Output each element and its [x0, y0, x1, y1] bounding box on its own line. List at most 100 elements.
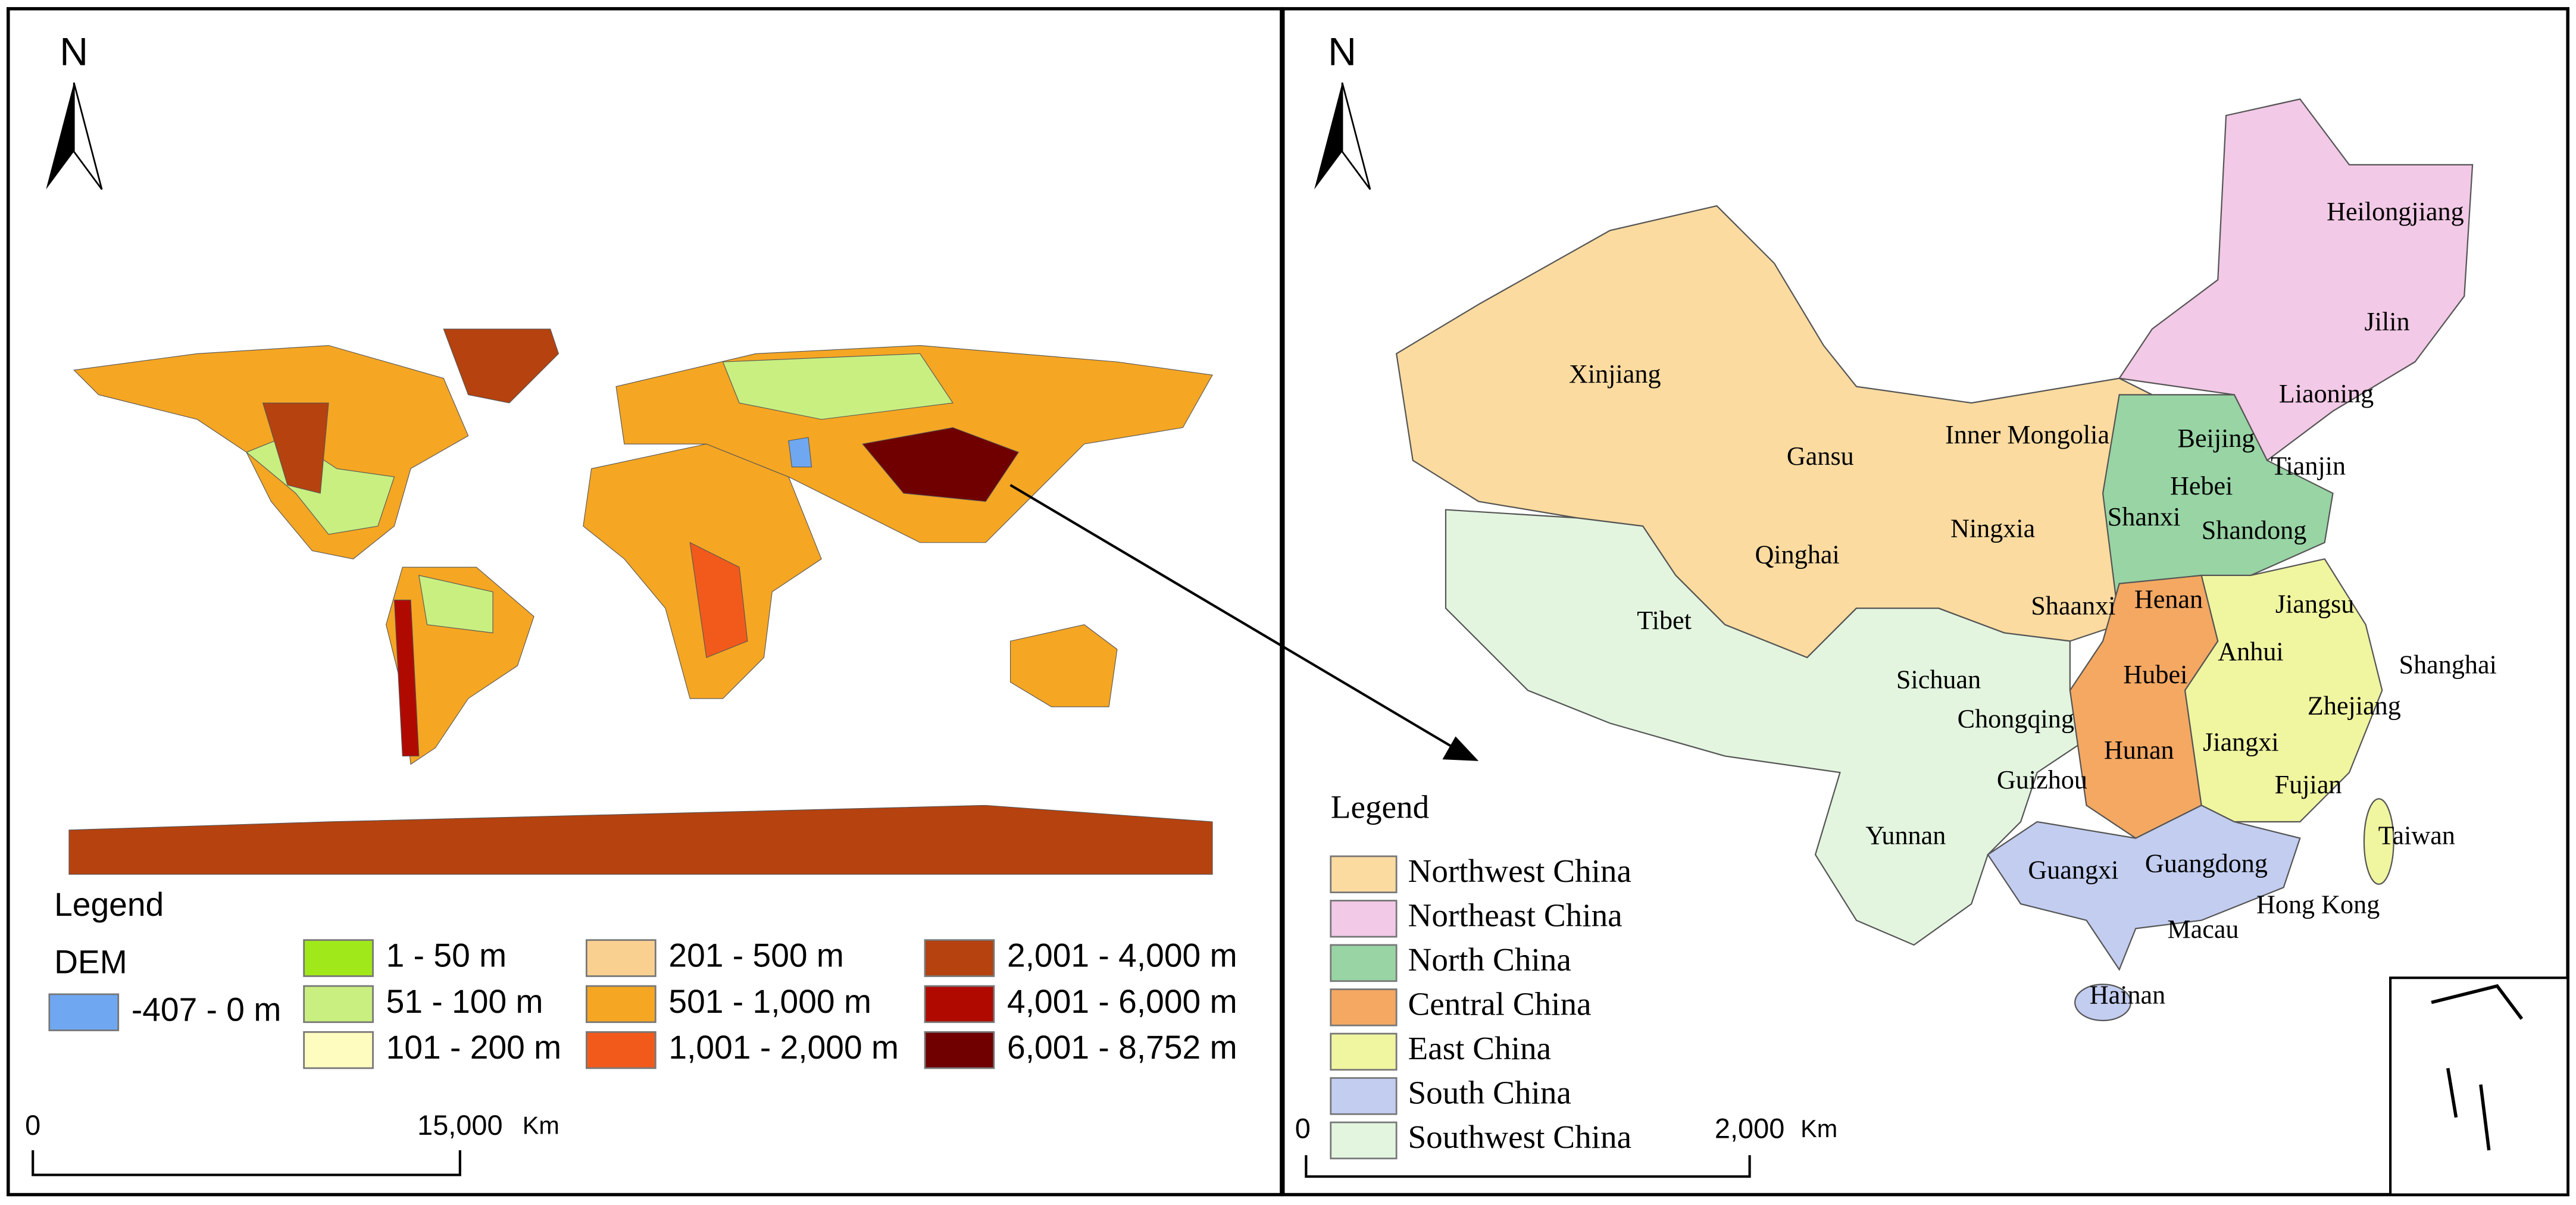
- scale-start: 0: [1295, 1113, 1311, 1144]
- legend-label: South China: [1408, 1075, 1571, 1111]
- legend-swatch: [1330, 944, 1398, 982]
- legend-title: Legend: [1331, 788, 1429, 825]
- province-label: Jiangsu: [2275, 590, 2354, 619]
- region: [2074, 984, 2132, 1022]
- legend-swatch: [1330, 988, 1398, 1026]
- zoom-arrowhead: [1442, 736, 1479, 761]
- north-label: N: [60, 30, 88, 74]
- legend-swatch: [303, 1031, 374, 1069]
- scale-start: 0: [25, 1110, 40, 1141]
- legend-swatch: [586, 1031, 656, 1069]
- north-arrow: [46, 82, 74, 190]
- legend-label: 1,001 - 2,000 m: [668, 1029, 899, 1066]
- legend-swatch: [48, 993, 120, 1031]
- legend-label: 501 - 1,000 m: [668, 983, 871, 1020]
- legend-label: Northeast China: [1408, 897, 1622, 934]
- region: [1987, 805, 2301, 971]
- province-label: Inner Mongolia: [1945, 420, 2109, 449]
- tibetan-plateau: [862, 427, 1020, 502]
- province-label: Shanghai: [2399, 650, 2497, 680]
- region: [1445, 509, 2087, 946]
- province-label: Gansu: [1787, 442, 1854, 471]
- legend-label: 51 - 100 m: [386, 983, 543, 1020]
- scale-bar: [1305, 1155, 1751, 1178]
- world-map: [68, 328, 1213, 875]
- legend-title: Legend: [54, 886, 164, 923]
- province-label: Heilongjiang: [2327, 197, 2464, 226]
- province-label: Shaanxi: [2031, 591, 2115, 620]
- south-china-sea-inset: [2389, 976, 2569, 1196]
- province-label: Hunan: [2104, 735, 2174, 765]
- legend-swatch: [586, 985, 656, 1024]
- province-label: Shandong: [2202, 515, 2307, 544]
- province-label: Xinjiang: [1569, 359, 1661, 389]
- province-label: Hainan: [2090, 980, 2166, 1009]
- amazon: [418, 575, 493, 634]
- legend-group: DEM: [54, 944, 127, 981]
- province-label: Jilin: [2365, 307, 2410, 336]
- province-label: Guizhou: [1997, 765, 2087, 794]
- scale-bar: [32, 1150, 461, 1176]
- legend-label: 101 - 200 m: [386, 1029, 562, 1066]
- legend-label: Northwest China: [1408, 853, 1631, 889]
- legend-label: 1 - 50 m: [386, 937, 507, 974]
- south-america: [386, 566, 534, 765]
- province-label: Anhui: [2218, 637, 2283, 666]
- province-label: Qinghai: [1755, 540, 1840, 569]
- legend-swatch: [1330, 1121, 1398, 1160]
- greenland: [443, 328, 559, 403]
- north-arrow: [73, 82, 103, 190]
- legend-label: Southwest China: [1408, 1119, 1631, 1155]
- legend-label: North China: [1408, 941, 1571, 978]
- legend-label: 2,001 - 4,000 m: [1007, 937, 1237, 974]
- rockies: [262, 402, 329, 494]
- province-label: Sichuan: [1896, 665, 1981, 694]
- legend-swatch: [924, 1031, 995, 1069]
- province-label: Ningxia: [1950, 514, 2035, 543]
- scale-end: 2,000: [1715, 1113, 1784, 1144]
- legend-label: -407 - 0 m: [132, 991, 282, 1028]
- province-label: Tibet: [1637, 606, 1692, 635]
- legend-swatch: [303, 939, 374, 977]
- legend-label: 201 - 500 m: [668, 937, 844, 974]
- province-label: Tianjin: [2271, 452, 2346, 481]
- africa-highland: [689, 542, 748, 658]
- inset-islands: [2431, 984, 2524, 1151]
- legend-swatch: [1330, 1032, 1398, 1071]
- province-label: Liaoning: [2279, 379, 2374, 408]
- province-label: Henan: [2134, 584, 2203, 614]
- legend-swatch: [1330, 855, 1398, 894]
- legend-swatch: [303, 985, 374, 1024]
- north-label: N: [1328, 30, 1356, 74]
- province-label: Hong Kong: [2256, 890, 2380, 919]
- province-label: Hubei: [2123, 660, 2187, 689]
- scale-end: 15,000: [417, 1110, 502, 1141]
- province-label: Guangdong: [2145, 849, 2268, 878]
- scale-unit: Km: [523, 1112, 559, 1139]
- province-label: Zhejiang: [2308, 691, 2401, 721]
- province-label: Jiangxi: [2203, 727, 2279, 756]
- legend-swatch: [586, 939, 656, 977]
- scale-unit: Km: [1800, 1115, 1837, 1143]
- andes: [393, 599, 420, 757]
- legend-swatch: [1330, 900, 1398, 938]
- province-label: Yunnan: [1865, 821, 1946, 850]
- province-label: Macau: [2167, 915, 2239, 944]
- province-label: Shanxi: [2108, 502, 2181, 531]
- legend-swatch: [1330, 1077, 1398, 1115]
- north-arrow: [1341, 82, 1371, 190]
- province-label: Hebei: [2170, 471, 2233, 500]
- region: [2363, 798, 2394, 885]
- province-label: Fujian: [2275, 770, 2342, 799]
- australia: [1009, 624, 1118, 708]
- legend-swatch: [924, 985, 995, 1024]
- siberia-lowland: [722, 353, 954, 420]
- china-map: [1395, 98, 2474, 1022]
- region: [2184, 558, 2383, 823]
- province-label: Beijing: [2178, 424, 2255, 453]
- caspian: [788, 437, 812, 468]
- legend-label: 4,001 - 6,000 m: [1007, 983, 1237, 1020]
- province-label: Chongqing: [1958, 705, 2074, 734]
- zoom-arrow: [1009, 484, 1455, 749]
